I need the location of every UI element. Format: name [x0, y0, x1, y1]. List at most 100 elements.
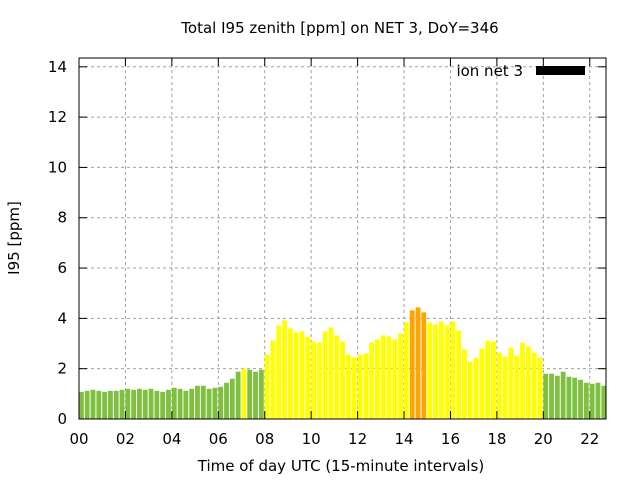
- bar: [369, 342, 375, 419]
- x-tick-label: 20: [534, 430, 553, 448]
- bar: [520, 342, 525, 419]
- x-tick-label: 12: [348, 430, 367, 448]
- bar: [357, 354, 363, 419]
- bar: [90, 389, 96, 419]
- bar: [229, 378, 235, 419]
- bar: [456, 330, 462, 419]
- bar: [392, 339, 398, 419]
- bar: [108, 390, 113, 419]
- bar: [572, 377, 578, 419]
- bar: [404, 322, 409, 419]
- x-axis-label: Time of day UTC (15-minute intervals): [197, 457, 484, 475]
- y-tick-label: 6: [57, 259, 67, 277]
- bar: [287, 328, 293, 419]
- bar: [479, 348, 485, 419]
- bar: [595, 382, 601, 419]
- bar: [142, 389, 148, 419]
- bar: [125, 388, 131, 419]
- bar: [131, 389, 137, 419]
- bar: [554, 375, 560, 419]
- bar: [508, 347, 514, 419]
- bar: [491, 341, 496, 419]
- bar: [79, 391, 84, 419]
- bar: [84, 390, 90, 419]
- bar: [566, 376, 572, 419]
- chart-title: Total I95 zenith [ppm] on NET 3, DoY=346: [180, 19, 498, 37]
- bar: [270, 340, 276, 419]
- bar: [340, 341, 345, 419]
- bar: [224, 382, 229, 419]
- y-axis-label: I95 [ppm]: [5, 201, 23, 275]
- bar: [438, 321, 444, 419]
- bar: [589, 383, 595, 419]
- bar: [241, 368, 247, 419]
- bar: [386, 336, 392, 419]
- bar: [601, 385, 606, 419]
- y-tick-label: 8: [57, 209, 67, 227]
- plot-frame: [78, 57, 607, 420]
- bar: [328, 327, 334, 419]
- bar: [334, 335, 340, 419]
- x-tick-label: 08: [255, 430, 274, 448]
- bar: [322, 331, 328, 419]
- x-tick-label: 16: [441, 430, 460, 448]
- bar: [433, 324, 438, 419]
- x-tick-label: 22: [580, 430, 599, 448]
- bar: [154, 390, 160, 419]
- bar: [264, 354, 270, 419]
- y-tick-label: 10: [48, 158, 67, 176]
- bar: [166, 389, 171, 419]
- bar: [525, 346, 531, 419]
- bar: [247, 369, 253, 419]
- x-tick-label: 10: [302, 430, 321, 448]
- bar: [113, 390, 119, 419]
- x-tick-label: 02: [116, 430, 135, 448]
- bar: [299, 331, 305, 419]
- bar: [450, 321, 456, 419]
- bar: [235, 371, 241, 419]
- bar: [311, 341, 316, 419]
- bar: [514, 355, 520, 419]
- bar: [485, 340, 491, 419]
- bar: [531, 352, 537, 419]
- bar: [305, 336, 311, 419]
- bar: [276, 325, 282, 419]
- y-tick-label: 0: [57, 410, 67, 428]
- legend-swatch: [536, 66, 585, 75]
- bar: [375, 339, 380, 419]
- y-tick-label: 4: [57, 309, 67, 327]
- bar: [473, 357, 479, 419]
- bar: [537, 357, 543, 419]
- legend: ion net 3: [456, 62, 585, 80]
- bar: [212, 387, 218, 419]
- bar: [195, 385, 200, 419]
- bar: [398, 333, 404, 419]
- legend-label: ion net 3: [456, 62, 523, 80]
- bar: [462, 349, 467, 419]
- bar: [316, 342, 322, 419]
- bar: [380, 335, 386, 419]
- bar: [206, 388, 212, 419]
- y-tick-label: 12: [48, 108, 67, 126]
- bar: [549, 373, 554, 419]
- bar: [282, 320, 287, 419]
- bar: [427, 322, 433, 419]
- bar: [160, 391, 166, 419]
- bar: [578, 379, 583, 419]
- bar: [200, 385, 206, 419]
- bar: [467, 361, 473, 419]
- y-tick-label: 2: [57, 360, 67, 378]
- bar: [345, 354, 351, 419]
- bar: [560, 371, 566, 419]
- bar: [189, 388, 195, 419]
- bar: [409, 310, 415, 419]
- bar: [102, 391, 108, 419]
- x-tick-label: 04: [162, 430, 181, 448]
- x-tick-label: 18: [487, 430, 506, 448]
- bar: [444, 325, 450, 419]
- bar: [583, 382, 589, 419]
- bar: [96, 390, 102, 419]
- bar: [253, 371, 258, 419]
